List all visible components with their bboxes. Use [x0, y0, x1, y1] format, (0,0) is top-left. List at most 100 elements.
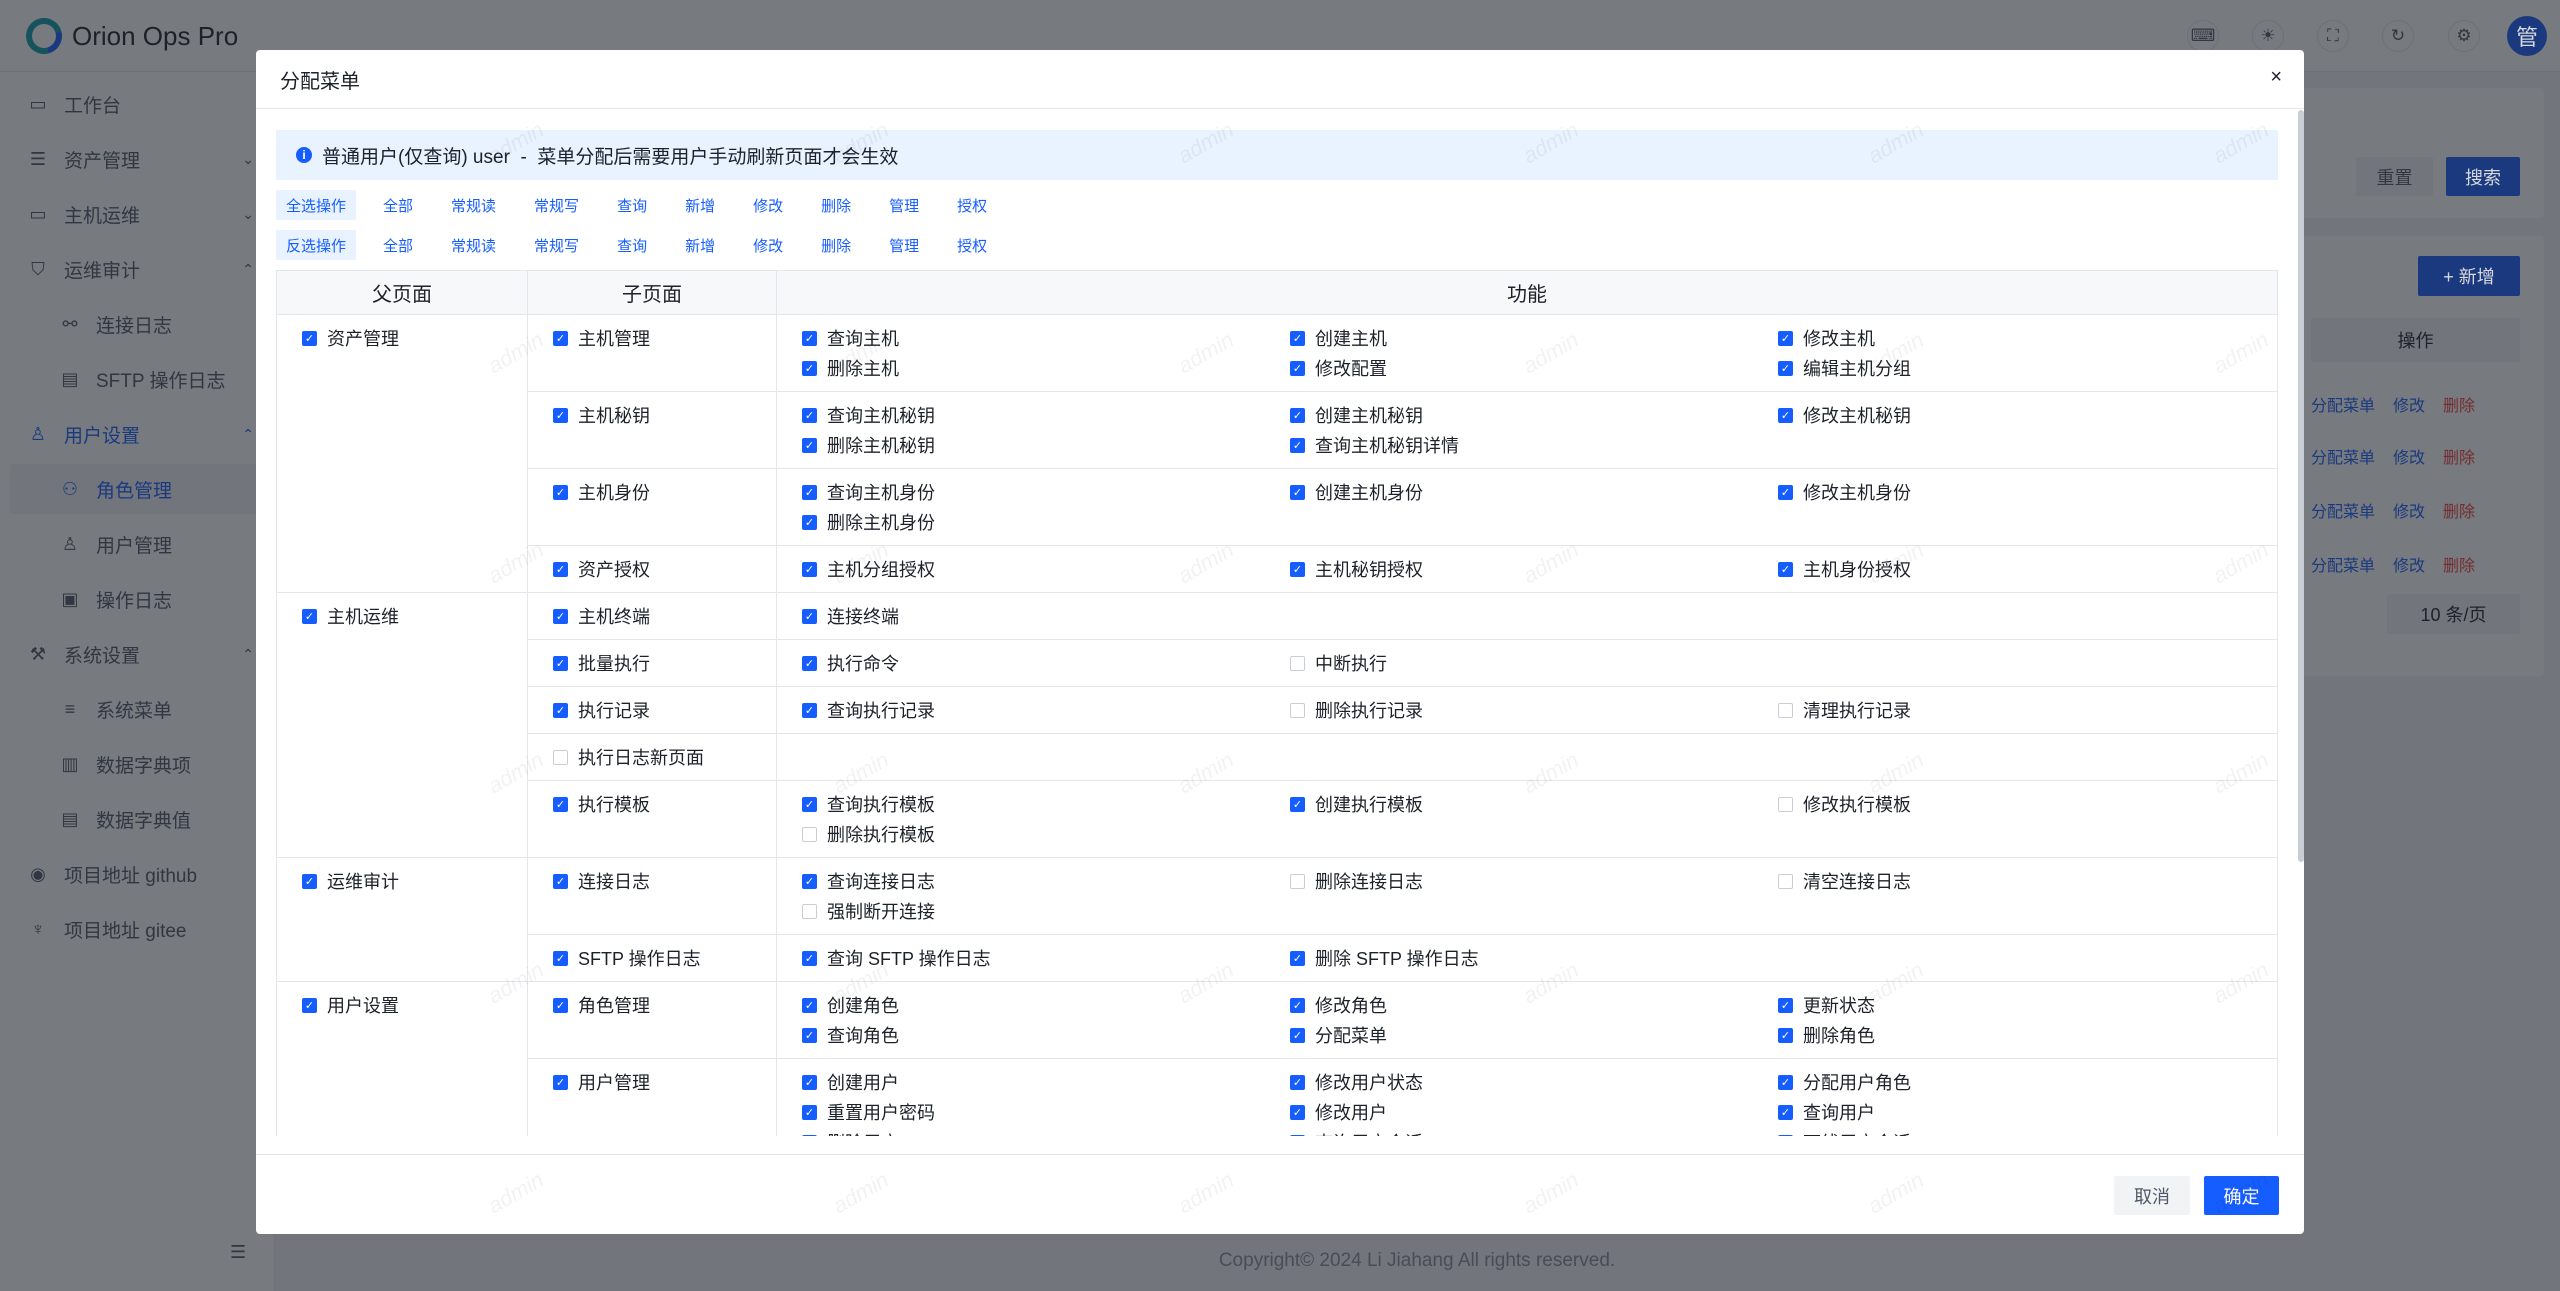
checkbox[interactable]: ✓: [1778, 1104, 1793, 1120]
edit-link[interactable]: 修改: [2393, 558, 2426, 575]
function-checkbox[interactable]: ✓ 修改用户状态: [1290, 1067, 1778, 1097]
function-checkbox[interactable]: 修改执行模板: [1778, 789, 2266, 819]
quick-select-button[interactable]: 全部: [383, 237, 414, 255]
function-checkbox[interactable]: ✓ 主机身份授权: [1778, 554, 2266, 584]
checkbox[interactable]: ✓: [1290, 796, 1305, 812]
child-checkbox[interactable]: ✓ 执行模板: [553, 789, 776, 819]
child-checkbox[interactable]: ✓ 主机管理: [553, 323, 776, 353]
function-checkbox[interactable]: ✓ 查询连接日志: [802, 866, 1290, 896]
child-checkbox[interactable]: ✓ 连接日志: [553, 866, 776, 896]
sidebar-item[interactable]: ≡ 系统菜单: [10, 684, 268, 734]
function-checkbox[interactable]: 中断执行: [1290, 648, 1778, 678]
function-checkbox[interactable]: ✓ 分配菜单: [1290, 1020, 1778, 1050]
checkbox[interactable]: ✓: [1290, 950, 1305, 966]
function-checkbox[interactable]: 强制断开连接: [802, 896, 1290, 926]
sidebar-item[interactable]: ♙ 用户设置 ⌃: [10, 409, 268, 459]
checkbox[interactable]: ✓: [802, 1027, 817, 1043]
quick-select-button[interactable]: 管理: [889, 237, 920, 255]
reset-button[interactable]: 重置: [2356, 157, 2433, 196]
parent-checkbox[interactable]: ✓ 主机运维: [302, 601, 527, 631]
checkbox[interactable]: ✓: [802, 655, 817, 671]
checkbox[interactable]: ✓: [1778, 360, 1793, 376]
invert-select-button[interactable]: 反选操作: [276, 230, 357, 260]
checkbox[interactable]: [1778, 796, 1793, 812]
function-checkbox[interactable]: 删除执行记录: [1290, 695, 1778, 725]
checkbox[interactable]: ✓: [1290, 997, 1305, 1013]
parent-checkbox[interactable]: ✓ 用户设置: [302, 990, 527, 1020]
function-checkbox[interactable]: ✓ 删除主机身份: [802, 507, 1290, 537]
add-button[interactable]: + 新增: [2418, 256, 2520, 296]
settings-icon[interactable]: ⚙: [2448, 20, 2480, 52]
function-checkbox[interactable]: ✓ 修改主机身份: [1778, 477, 2266, 507]
checkbox[interactable]: ✓: [1778, 1134, 1793, 1136]
checkbox[interactable]: ✓: [1778, 561, 1793, 577]
checkbox[interactable]: ✓: [553, 997, 568, 1013]
checkbox[interactable]: ✓: [1290, 1104, 1305, 1120]
function-checkbox[interactable]: ✓ 重置用户密码: [802, 1097, 1290, 1127]
edit-link[interactable]: 修改: [2393, 398, 2426, 415]
quick-select-button[interactable]: 常规写: [534, 237, 580, 255]
checkbox[interactable]: ✓: [802, 950, 817, 966]
checkbox[interactable]: ✓: [553, 1074, 568, 1090]
function-checkbox[interactable]: ✓ 更新状态: [1778, 990, 2266, 1020]
search-button[interactable]: 搜索: [2446, 157, 2520, 196]
checkbox[interactable]: ✓: [553, 484, 568, 500]
function-checkbox[interactable]: ✓ 修改配置: [1290, 353, 1778, 383]
checkbox[interactable]: [553, 749, 568, 765]
checkbox[interactable]: ✓: [802, 561, 817, 577]
checkbox[interactable]: ✓: [802, 702, 817, 718]
theme-icon[interactable]: ☀: [2252, 20, 2284, 52]
cancel-button[interactable]: 取消: [2114, 1176, 2190, 1215]
quick-select-button[interactable]: 授权: [957, 197, 988, 215]
child-checkbox[interactable]: ✓ 批量执行: [553, 648, 776, 678]
edit-link[interactable]: 修改: [2393, 504, 2426, 521]
checkbox[interactable]: ✓: [1290, 330, 1305, 346]
checkbox[interactable]: [1778, 702, 1793, 718]
checkbox[interactable]: ✓: [302, 997, 317, 1013]
function-checkbox[interactable]: ✓ 分配用户角色: [1778, 1067, 2266, 1097]
edit-link[interactable]: 修改: [2393, 450, 2426, 467]
checkbox[interactable]: ✓: [802, 1104, 817, 1120]
sidebar-item[interactable]: ◉ 项目地址 github: [10, 849, 268, 899]
function-checkbox[interactable]: ✓ 修改主机秘钥: [1778, 400, 2266, 430]
checkbox[interactable]: [1778, 873, 1793, 889]
checkbox[interactable]: [1290, 702, 1305, 718]
quick-select-button[interactable]: 删除: [821, 197, 852, 215]
sidebar-item[interactable]: ⚒ 系统设置 ⌃: [10, 629, 268, 679]
checkbox[interactable]: ✓: [1778, 997, 1793, 1013]
function-checkbox[interactable]: ✓ 创建角色: [802, 990, 1290, 1020]
function-checkbox[interactable]: ✓ 查询主机身份: [802, 477, 1290, 507]
checkbox[interactable]: ✓: [802, 437, 817, 453]
sidebar-item[interactable]: ▭ 工作台: [10, 79, 268, 129]
checkbox[interactable]: ✓: [553, 608, 568, 624]
refresh-icon[interactable]: ↻: [2382, 20, 2414, 52]
assign-menu-link[interactable]: 分配菜单: [2311, 558, 2376, 575]
checkbox[interactable]: ✓: [802, 360, 817, 376]
checkbox[interactable]: [802, 903, 817, 919]
checkbox[interactable]: ✓: [1778, 1027, 1793, 1043]
sidebar-item[interactable]: ▤ SFTP 操作日志: [10, 354, 268, 404]
function-checkbox[interactable]: 清空连接日志: [1778, 866, 2266, 896]
checkbox[interactable]: ✓: [802, 1134, 817, 1136]
function-checkbox[interactable]: ✓ 查询用户会话: [1290, 1127, 1778, 1136]
function-checkbox[interactable]: ✓ 查询 SFTP 操作日志: [802, 943, 1290, 973]
child-checkbox[interactable]: ✓ 用户管理: [553, 1067, 776, 1097]
delete-link[interactable]: 删除: [2443, 558, 2476, 575]
function-checkbox[interactable]: ✓ 删除角色: [1778, 1020, 2266, 1050]
checkbox[interactable]: ✓: [1290, 437, 1305, 453]
checkbox[interactable]: [1290, 655, 1305, 671]
checkbox[interactable]: ✓: [802, 330, 817, 346]
function-checkbox[interactable]: ✓ 主机分组授权: [802, 554, 1290, 584]
checkbox[interactable]: ✓: [802, 407, 817, 423]
select-all-button[interactable]: 全选操作: [276, 190, 357, 220]
checkbox[interactable]: [802, 826, 817, 842]
sidebar-item[interactable]: ▭ 主机运维 ⌄: [10, 189, 268, 239]
checkbox[interactable]: ✓: [1290, 1027, 1305, 1043]
app-logo[interactable]: Orion Ops Pro: [19, 11, 238, 61]
sidebar-item[interactable]: ▣ 操作日志: [10, 574, 268, 624]
quick-select-button[interactable]: 查询: [617, 237, 648, 255]
function-checkbox[interactable]: ✓ 修改角色: [1290, 990, 1778, 1020]
checkbox[interactable]: ✓: [553, 407, 568, 423]
sidebar-item[interactable]: ♆ 项目地址 gitee: [10, 904, 268, 954]
close-icon[interactable]: ×: [2270, 66, 2282, 88]
